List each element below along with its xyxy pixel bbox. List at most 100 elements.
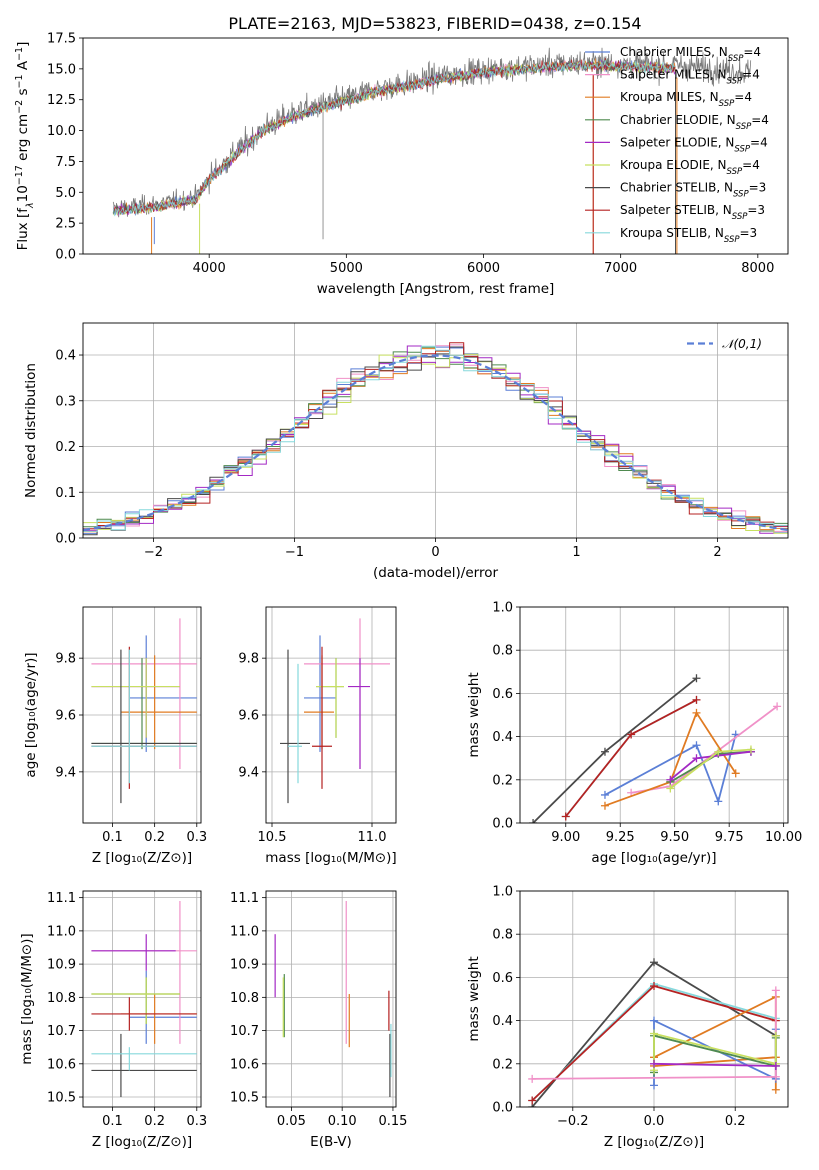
weight-marker-salpeter-stelib <box>692 695 701 704</box>
weight-marker-salpeter-elodie <box>692 754 701 763</box>
weight-marker-chabrier-miles <box>714 797 723 806</box>
y-tick-label: 17.5 <box>47 32 76 47</box>
y-tick-label: 7.5 <box>55 155 76 170</box>
weight-marker-kroupa-elodie <box>666 784 675 793</box>
weight-marker-kroupa-miles <box>692 708 701 717</box>
weight-marker-salpeter-miles <box>771 1072 780 1081</box>
normal-curve <box>83 354 788 532</box>
y-tick-label: 0.0 <box>492 817 513 832</box>
weight-line-kroupa-elodie <box>653 1032 777 1071</box>
errorbars <box>280 618 390 804</box>
y-tick-label: 11.0 <box>230 924 259 939</box>
errorbars <box>91 900 197 1098</box>
weight-line-salpeter-stelib <box>565 699 697 818</box>
legend-entry-salpeter-elodie: Salpeter ELODIE, NSSP=4 <box>620 135 768 154</box>
weight-marker-salpeter-elodie <box>666 775 675 784</box>
y-tick-label: 0.2 <box>55 440 76 455</box>
x-axis-label: wavelength [Angstrom, rest frame] <box>317 281 555 297</box>
y-tick-label: 0.0 <box>55 532 76 547</box>
axes-frame <box>519 606 789 824</box>
weight-line-chabrier-miles <box>653 1019 777 1086</box>
weight-marker-salpeter-stelib <box>650 982 658 991</box>
x-tick-label: 2 <box>713 545 721 560</box>
age-vs-metallicity-panel: 0.1 0.2 0.3 9.4 9.6 9.8 Z [log₁₀(Z/Z⊙)] age [lo… <box>23 606 207 866</box>
weight-line-chabrier-miles <box>604 734 737 805</box>
y-tick-label: 0.4 <box>492 1014 513 1029</box>
y-tick-label: 10.0 <box>47 124 76 139</box>
weight-marker-salpeter-stelib <box>561 812 570 821</box>
legend-entry-chabrier-miles: Chabrier MILES, NSSP=4 <box>620 45 761 64</box>
y-tick-label: 10.6 <box>230 1057 259 1072</box>
x-tick-label: 0.2 <box>144 830 165 845</box>
x-axis-label: E(B-V) <box>310 1134 352 1150</box>
weight-series <box>529 674 782 823</box>
axes-frame <box>519 890 789 1108</box>
x-tick-label: −0.2 <box>557 1114 589 1129</box>
observed-spectrum-line <box>112 47 752 218</box>
y-axis-label: mass [log₁₀(M/M⊙)] <box>19 933 35 1064</box>
x-axis-label: Z [log₁₀(Z/Z⊙)] <box>92 850 192 866</box>
model-spectrum-salpeter-miles <box>112 60 676 216</box>
weight-marker-kroupa-elodie <box>650 1029 658 1038</box>
y-tick-label: 10.8 <box>47 991 76 1006</box>
y-tick-label: 0.6 <box>492 971 513 986</box>
x-tick-label: 0.05 <box>277 1114 306 1129</box>
age-vs-mass-panel: 10.5 11.0 9.4 9.6 9.8 mass [log₁₀(M/M⊙)] <box>238 606 397 866</box>
x-tick-label: −2 <box>144 545 163 560</box>
weight-marker-salpeter-elodie <box>771 1061 780 1070</box>
weight-marker-salpeter-stelib <box>528 1096 537 1105</box>
weight-marker-chabrier-miles <box>692 741 701 750</box>
weight-marker-chabrier-stelib <box>650 958 658 967</box>
weight-marker-chabrier-stelib <box>692 674 701 683</box>
x-tick-label: 10.5 <box>258 830 287 845</box>
y-tick-label: 10.7 <box>230 1024 259 1039</box>
residual-histograms <box>83 342 788 536</box>
axes-frame <box>82 37 789 255</box>
y-tick-label: 1.0 <box>492 885 513 900</box>
x-tick-label: 0.0 <box>644 1114 665 1129</box>
y-tick-label: 11.1 <box>230 891 259 906</box>
model-spectrum-chabrier-miles <box>112 59 676 216</box>
y-tick-label: 0.2 <box>492 1057 513 1072</box>
weight-marker-kroupa-miles <box>600 801 609 810</box>
weight-marker-chabrier-miles <box>650 1081 658 1090</box>
weight-marker-chabrier-stelib <box>529 819 538 823</box>
weight-marker-kroupa-miles <box>771 1085 780 1094</box>
x-tick-label: 7000 <box>604 261 637 276</box>
histogram-kroupa-stelib <box>83 345 788 532</box>
x-tick-label: 8000 <box>741 261 774 276</box>
y-axis-label: mass weight <box>466 672 482 757</box>
x-tick-label: 0.1 <box>102 1114 123 1129</box>
weight-marker-kroupa-elodie <box>746 745 755 754</box>
errorbars <box>91 618 197 804</box>
model-spectrum-kroupa-stelib <box>112 60 676 217</box>
y-tick-label: 9.8 <box>55 652 76 667</box>
weight-marker-salpeter-miles <box>528 1074 537 1083</box>
weight-series <box>528 958 780 1107</box>
x-tick-label: 9.00 <box>551 830 580 845</box>
x-tick-label: 6000 <box>467 261 500 276</box>
spectrum-panel: 4000 5000 6000 7000 8000 0.0 2.5 5.0 7.5 10.0 12.5… <box>14 32 789 297</box>
x-axis-label: Z [log₁₀(Z/Z⊙)] <box>92 1134 192 1150</box>
x-tick-label: 1 <box>572 545 580 560</box>
x-axis-label: age [log₁₀(age/yr)] <box>591 850 716 866</box>
weight-vs-age-panel: 9.00 9.25 9.50 9.75 10.00 0.0 0.2 0.4 0.6 0.8 1.0 a… <box>466 601 802 867</box>
legend-entry-salpeter-miles: Salpeter MILES, NSSP=4 <box>620 68 760 87</box>
axes-frame <box>82 890 202 1108</box>
y-tick-label: 0.2 <box>492 773 513 788</box>
y-axis-label: age [log₁₀(age/yr)] <box>23 652 39 777</box>
x-tick-label: −1 <box>285 545 304 560</box>
axes-frame <box>265 606 397 824</box>
x-tick-label: 0.2 <box>144 1114 165 1129</box>
legend-entry-chabrier-elodie: Chabrier ELODIE, NSSP=4 <box>620 113 769 132</box>
y-tick-label: 0.1 <box>55 486 76 501</box>
legend-normal-label: 𝒩(0,1) <box>722 337 762 351</box>
y-axis-label: Normed distribution <box>23 363 39 498</box>
y-tick-label: 10.8 <box>230 991 259 1006</box>
legend-entry-kroupa-miles: Kroupa MILES, NSSP=4 <box>620 90 752 109</box>
legend-entry-chabrier-stelib: Chabrier STELIB, NSSP=3 <box>620 181 766 200</box>
y-tick-label: 0.3 <box>55 394 76 409</box>
y-axis-label: Flux [fλ10−17 erg cm−2 s−1 A−1] <box>14 42 36 251</box>
x-axis-label: Z [log₁₀(Z/Z⊙)] <box>604 1134 704 1150</box>
